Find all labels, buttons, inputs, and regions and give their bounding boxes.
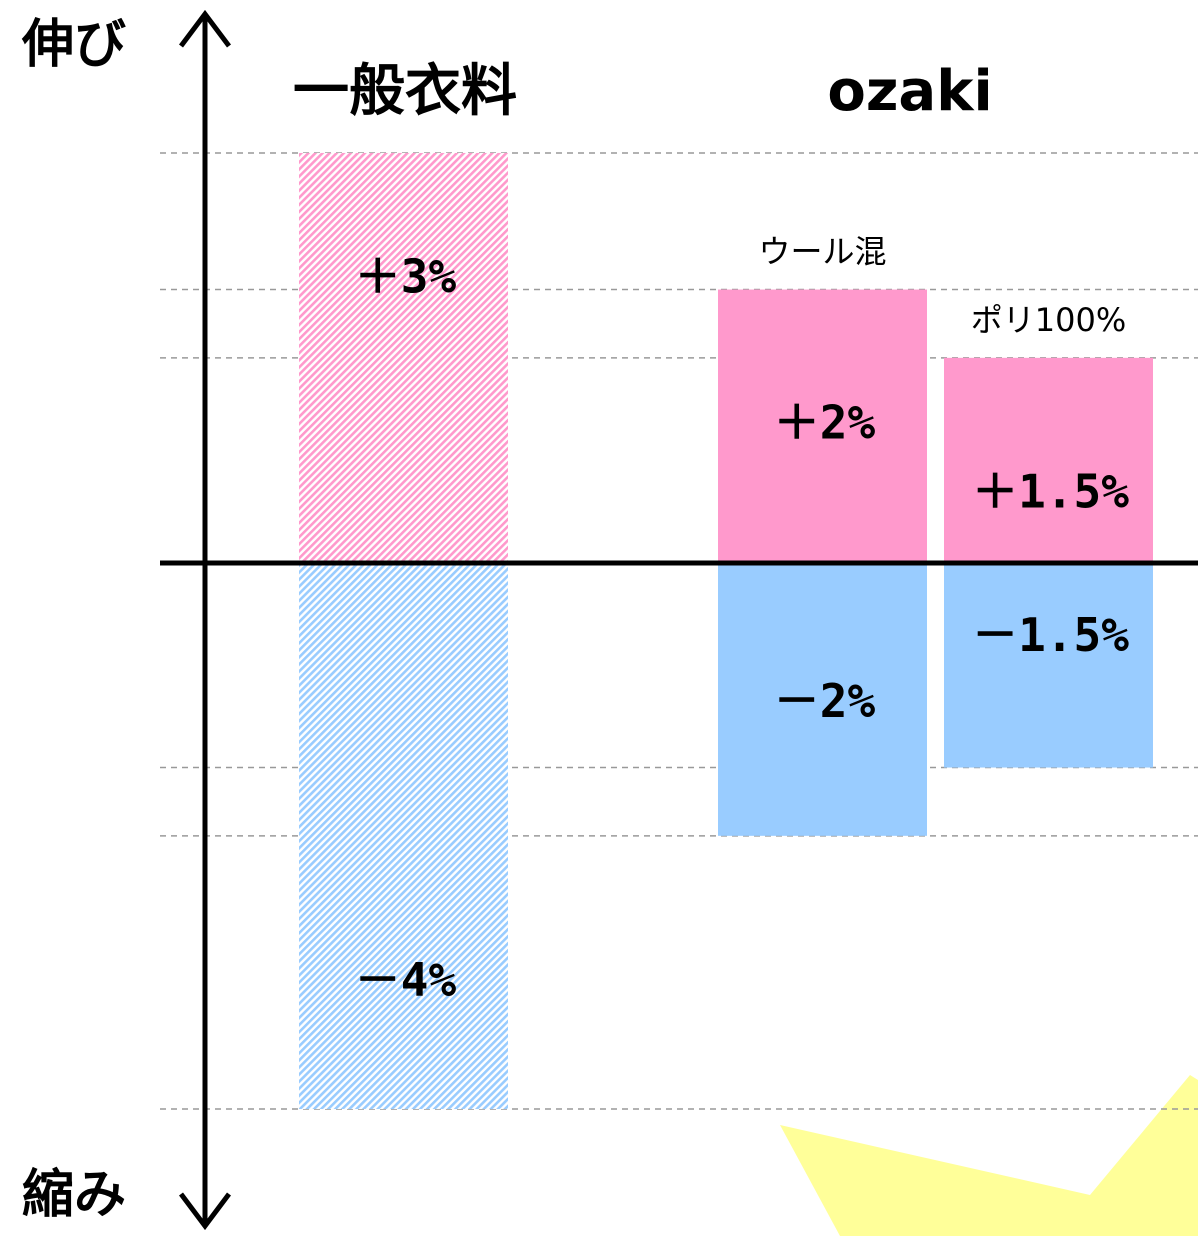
bar xyxy=(299,153,508,563)
value-label: －1.5% xyxy=(972,608,1129,662)
group-label: ozaki xyxy=(827,59,992,124)
axis-label-bottom: 縮み xyxy=(22,1165,126,1225)
bar xyxy=(944,563,1153,768)
value-label: ＋1.5% xyxy=(972,465,1129,519)
value-label: ＋3% xyxy=(355,249,457,303)
bar xyxy=(944,358,1153,563)
value-label: ＋2% xyxy=(774,396,876,450)
bar-label: ウール混 xyxy=(758,233,886,271)
axis-label-top: 伸び xyxy=(21,15,126,75)
bar xyxy=(299,563,508,1109)
chart: 伸び 縮み 一般衣料 ＋3% －4% ozaki ＋2% －2% ウール混 ＋1.5% －1.5… xyxy=(0,0,1198,1236)
bar-label: ポリ100% xyxy=(971,301,1127,339)
value-label: －4% xyxy=(355,953,457,1007)
decoration-star xyxy=(780,1075,1198,1236)
group-label: 一般衣料 xyxy=(293,59,517,124)
value-label: －2% xyxy=(774,674,876,728)
